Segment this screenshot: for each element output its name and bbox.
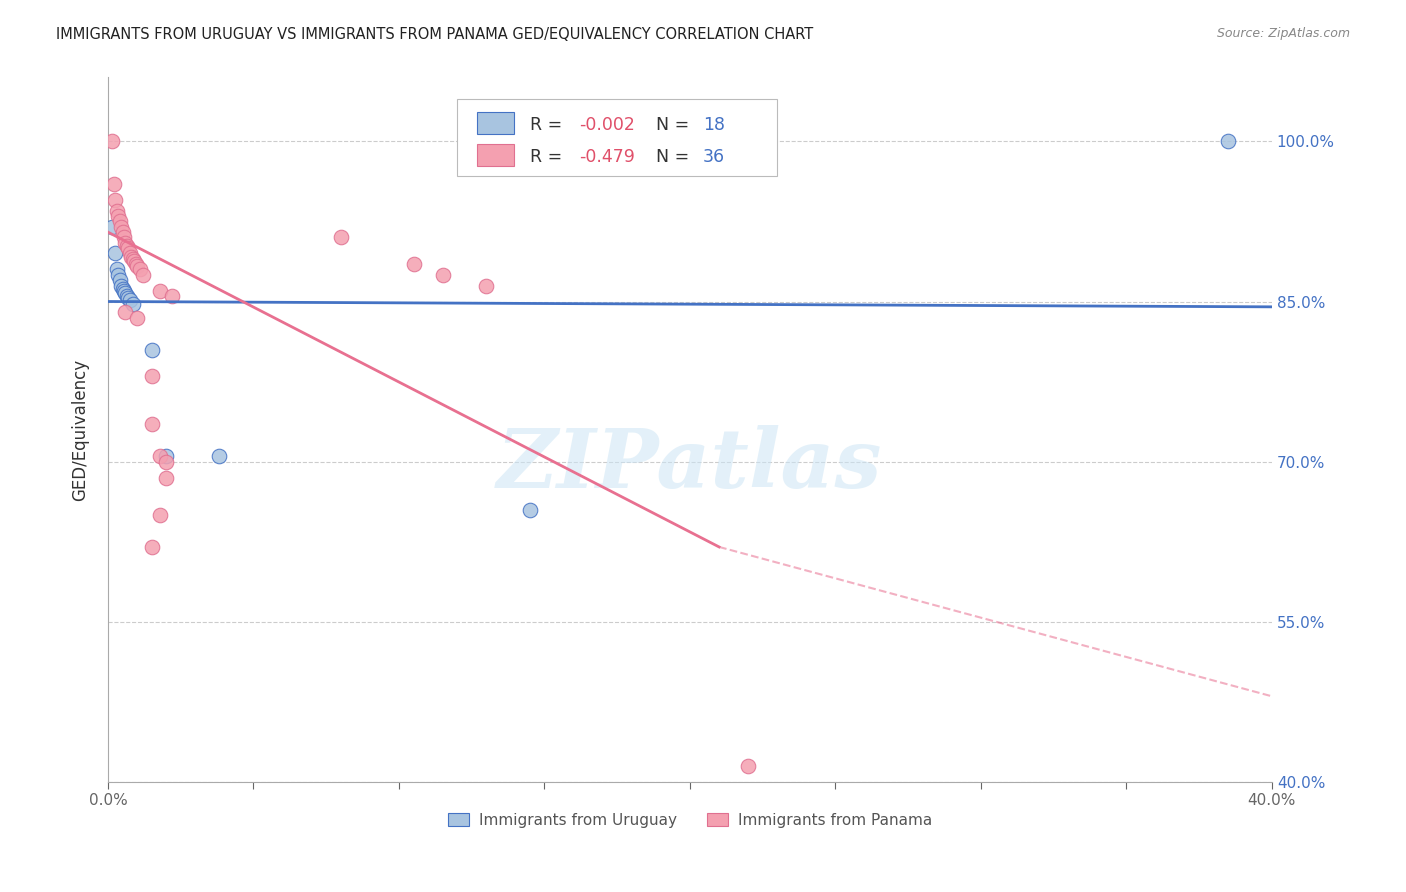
Point — [107, 268, 129, 282]
Point — [108, 214, 131, 228]
Text: R =: R = — [530, 116, 568, 135]
Point — [118, 246, 141, 260]
Point — [127, 310, 149, 325]
Point — [402, 257, 425, 271]
Point — [114, 235, 136, 250]
Point — [1218, 135, 1240, 149]
Point — [104, 193, 127, 207]
Point — [519, 502, 541, 516]
Point — [121, 252, 143, 266]
Point — [115, 289, 138, 303]
Point — [475, 278, 498, 293]
Point — [155, 470, 177, 484]
Y-axis label: GED/Equivalency: GED/Equivalency — [72, 359, 89, 500]
Point — [114, 305, 136, 319]
Point — [149, 508, 172, 522]
Point — [141, 540, 163, 554]
Point — [121, 296, 143, 310]
Point — [141, 343, 163, 357]
Point — [101, 219, 124, 234]
Point — [105, 203, 128, 218]
Point — [149, 284, 172, 298]
Text: -0.002: -0.002 — [579, 116, 636, 135]
Point — [207, 449, 229, 463]
Point — [110, 278, 132, 293]
Point — [132, 268, 155, 282]
Text: -0.479: -0.479 — [579, 148, 636, 166]
Point — [107, 209, 129, 223]
Point — [101, 135, 124, 149]
Point — [112, 284, 135, 298]
Text: 18: 18 — [703, 116, 724, 135]
Point — [149, 449, 172, 463]
Point — [111, 225, 134, 239]
Point — [114, 285, 136, 300]
Point — [104, 246, 127, 260]
Text: N =: N = — [657, 116, 695, 135]
Point — [124, 257, 146, 271]
Point — [110, 219, 132, 234]
Point — [105, 262, 128, 277]
Point — [117, 291, 139, 305]
FancyBboxPatch shape — [477, 112, 515, 135]
Point — [155, 454, 177, 468]
Point — [141, 417, 163, 432]
Text: 36: 36 — [703, 148, 725, 166]
Point — [129, 262, 152, 277]
Point — [120, 250, 142, 264]
Text: Source: ZipAtlas.com: Source: ZipAtlas.com — [1216, 27, 1350, 40]
Point — [111, 282, 134, 296]
Point — [112, 230, 135, 244]
Point — [329, 230, 352, 244]
Point — [115, 239, 138, 253]
Point — [155, 449, 177, 463]
Text: IMMIGRANTS FROM URUGUAY VS IMMIGRANTS FROM PANAMA GED/EQUIVALENCY CORRELATION CH: IMMIGRANTS FROM URUGUAY VS IMMIGRANTS FR… — [56, 27, 814, 42]
FancyBboxPatch shape — [477, 144, 515, 166]
FancyBboxPatch shape — [457, 99, 778, 176]
Point — [117, 241, 139, 255]
Point — [122, 254, 145, 268]
Text: R =: R = — [530, 148, 568, 166]
Point — [118, 293, 141, 308]
Legend: Immigrants from Uruguay, Immigrants from Panama: Immigrants from Uruguay, Immigrants from… — [441, 806, 938, 834]
Point — [141, 369, 163, 384]
Point — [160, 289, 183, 303]
Text: ZIPatlas: ZIPatlas — [498, 425, 883, 505]
Point — [432, 268, 454, 282]
Point — [103, 177, 125, 191]
Point — [127, 260, 149, 274]
Point — [737, 758, 759, 772]
Point — [108, 273, 131, 287]
Text: N =: N = — [657, 148, 695, 166]
